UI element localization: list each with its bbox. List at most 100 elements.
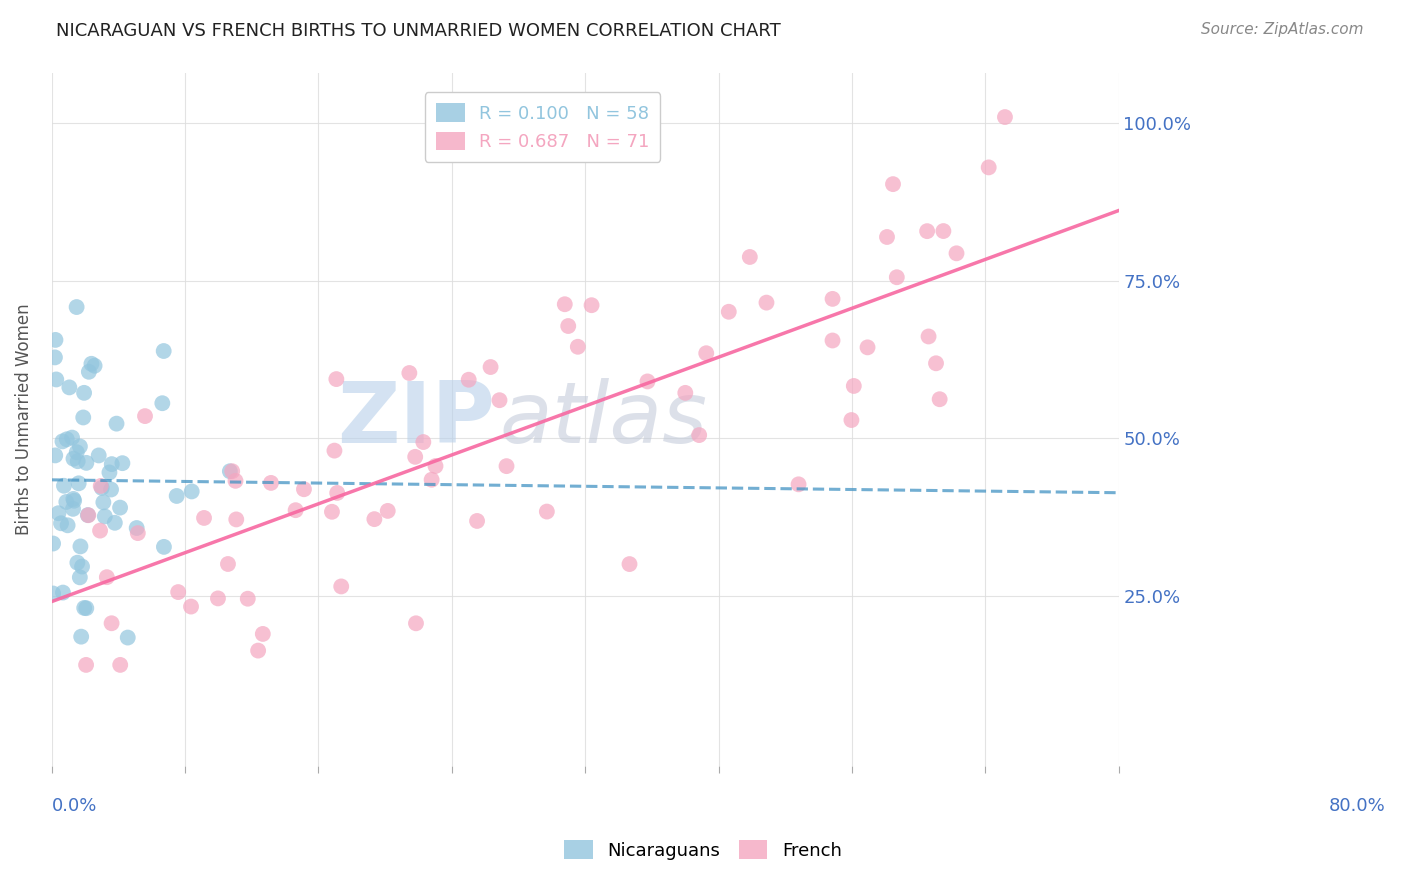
Point [180,599,202,614]
Point [557,318,579,333]
Point [83,359,105,373]
Point [193,511,215,525]
Point [80,357,103,371]
Point [51,434,73,449]
Point [63,493,86,508]
Point [695,346,717,360]
Point [72,410,94,425]
Point [75,601,97,615]
Legend: R = 0.100   N = 58, R = 0.687   N = 71: R = 0.100 N = 58, R = 0.687 N = 71 [425,93,661,161]
Point [495,459,517,474]
Point [882,177,904,191]
Point [56,518,79,533]
Point [207,591,229,606]
Point [70,630,93,644]
Text: 80.0%: 80.0% [1329,797,1385,814]
Text: Source: ZipAtlas.com: Source: ZipAtlas.com [1201,22,1364,37]
Point [66,556,89,570]
Point [44,333,66,347]
Point [738,250,761,264]
Point [688,428,710,442]
Point [56,432,79,446]
Point [100,616,122,631]
Point [60,431,83,445]
Point [323,443,346,458]
Point [125,521,148,535]
Point [457,373,479,387]
Point [284,503,307,517]
Point [108,657,131,672]
Point [787,477,810,491]
Point [127,526,149,541]
Point [100,483,122,497]
Point [581,298,603,312]
Point [69,570,91,584]
Point [673,385,696,400]
Point [404,450,426,464]
Point [62,451,84,466]
Point [326,486,349,500]
Point [167,585,190,599]
Point [236,591,259,606]
Y-axis label: Births to Unmarried Women: Births to Unmarried Women [15,303,32,535]
Point [65,300,87,314]
Point [221,464,243,478]
Point [398,366,420,380]
Point [536,505,558,519]
Point [104,516,127,530]
Text: atlas: atlas [499,378,707,461]
Point [44,351,66,365]
Point [325,372,347,386]
Point [49,516,72,531]
Point [55,495,77,509]
Point [412,435,434,450]
Point [62,501,84,516]
Point [153,540,176,554]
Point [52,585,75,599]
Point [93,495,115,509]
Point [488,393,510,408]
Point [225,512,247,526]
Point [73,385,96,400]
Point [755,295,778,310]
Point [637,375,659,389]
Point [180,484,202,499]
Text: 0.0%: 0.0% [52,797,97,814]
Point [841,413,863,427]
Point [42,586,65,600]
Point [69,540,91,554]
Point [58,380,80,394]
Point [166,489,188,503]
Point [152,344,174,359]
Point [821,334,844,348]
Point [94,509,117,524]
Point [89,524,111,538]
Point [98,466,121,480]
Point [363,512,385,526]
Point [405,616,427,631]
Point [150,396,173,410]
Point [925,356,948,370]
Point [917,329,939,343]
Point [90,481,112,495]
Point [420,473,443,487]
Point [69,440,91,454]
Point [217,557,239,571]
Point [108,500,131,515]
Point [915,224,938,238]
Point [87,449,110,463]
Point [247,643,270,657]
Point [70,559,93,574]
Point [292,482,315,496]
Point [76,508,98,522]
Point [75,456,97,470]
Point [619,557,641,571]
Point [821,292,844,306]
Point [66,454,89,468]
Point [330,579,353,593]
Point [48,506,70,520]
Text: NICARAGUAN VS FRENCH BIRTHS TO UNMARRIED WOMEN CORRELATION CHART: NICARAGUAN VS FRENCH BIRTHS TO UNMARRIED… [56,22,780,40]
Point [886,270,908,285]
Point [44,449,66,463]
Point [425,458,447,473]
